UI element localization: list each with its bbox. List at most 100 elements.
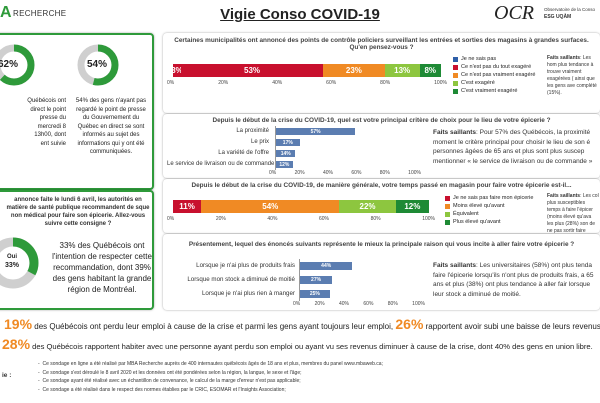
left-top-col1: Québécois ont direct le point presse du … — [6, 97, 66, 148]
donut-label-3: Oui — [7, 254, 17, 260]
legend-item: Ce n'est pas vraiment exagéré — [453, 71, 543, 79]
footer-note-text: Ce sondage s'est déroulé le 8 avril 2020… — [42, 369, 302, 376]
criteria-plot: 57% 17% 14% 12% — [275, 126, 415, 170]
mask-text: 33% des Québécois ont l'intention de res… — [52, 241, 152, 294]
brand-logo-mark: A — [0, 4, 12, 21]
legend-swatch — [453, 80, 458, 86]
bar-label: 8% — [424, 66, 437, 75]
time-bar: 11% 54% 22% 12% — [173, 200, 429, 213]
footer-label: ie : — [2, 372, 12, 379]
axis-tick: 100% — [422, 216, 435, 222]
facts-title: Faits saillants — [547, 193, 581, 199]
bar-segment-ne-sais-pas: 11% — [173, 200, 202, 213]
criteria-label: La variété de l'offre — [218, 150, 269, 156]
left-top-col2: 54% des gens n'ayant pas regardé le poin… — [75, 98, 147, 155]
bar-label: 3% — [171, 66, 183, 75]
col1-line: ent suivie — [40, 140, 66, 147]
axis-tick: 20% — [215, 216, 226, 222]
legend-item: Ce n'est pas du tout exagéré — [453, 63, 543, 71]
panel-main-reason: Présentement, lequel des énoncés suivant… — [163, 234, 600, 310]
axis-tick: 100% — [408, 170, 421, 176]
footer-note: - Ce sondage a été réalisé dans le respe… — [38, 386, 286, 393]
brand-logo-text: RECHERCHE — [13, 9, 67, 18]
col1-line: direct le point — [30, 106, 66, 113]
donut-value-2: 54% — [87, 59, 108, 70]
col1-line: presse du — [39, 115, 66, 121]
legend-label: Moins élevé qu'avant — [453, 203, 505, 209]
axis-tick: 60% — [326, 80, 337, 86]
axis-tick: 0% — [167, 216, 175, 222]
bar-label: 25% — [309, 291, 320, 297]
bar-label: 27% — [311, 277, 322, 283]
axis-tick: 0% — [269, 170, 277, 176]
axis-tick: 40% — [272, 80, 283, 86]
col1-line: 13h00, dont — [34, 132, 66, 138]
header: A RECHERCHE Vigie Conso COVID-19 OCR Obs… — [0, 0, 600, 30]
legend-label: Plus élevé qu'avant — [453, 219, 501, 225]
criteria-label: La proximité — [236, 128, 269, 134]
col1-line: Québécois ont — [27, 98, 66, 104]
bar-label: 14% — [280, 150, 291, 157]
stat-pct: 19% — [4, 316, 33, 332]
reason-label: Lorsque je n'ai plus de produits frais — [196, 262, 295, 269]
footer-notes: - Ce sondage en ligne a été réalisé par … — [38, 360, 598, 394]
footer-note: - Ce sondage s'est déroulé le 8 avril 20… — [38, 369, 302, 376]
legend-swatch — [445, 203, 450, 209]
mask-question: annonce faite le lundi 6 avril, les auto… — [6, 197, 150, 227]
legend-label: Je ne sais pas — [461, 56, 497, 62]
checkpoints-question: Certaines municipalités ont annoncé des … — [174, 37, 589, 51]
reason-bar-frais: 44% — [300, 262, 353, 270]
bar-segment-equivalent: 22% — [339, 200, 396, 213]
legend-swatch — [453, 56, 458, 62]
bar-segment-vraiment-exagere: 8% — [419, 64, 441, 77]
footer-note: - Ce sondage ayant été réalisé avec un é… — [38, 378, 301, 384]
ocr-line2: ESG UQÀM — [544, 14, 572, 20]
axis-tick: 80% — [370, 216, 381, 222]
axis-tick: 20% — [294, 170, 305, 176]
stat-line-1: 19% des Québécois ont perdu leur emploi … — [4, 316, 600, 332]
axis-tick: 60% — [363, 301, 374, 307]
legend-swatch — [445, 211, 450, 217]
stats-band: 19% des Québécois ont perdu leur emploi … — [0, 314, 600, 356]
donut-chart-1 — [0, 44, 35, 86]
legend-item: Moins élevé qu'avant — [445, 202, 541, 210]
bar-label: 17% — [282, 139, 293, 146]
reason-label: Lorsque je n'ai plus rien à manger — [201, 290, 295, 297]
bar-segment-exagere: 13% — [384, 64, 420, 77]
criteria-bar-variete: 14% — [276, 150, 296, 157]
bar-label: 54% — [262, 202, 279, 211]
bar-segment-ne-sais-pas: 3% — [171, 64, 183, 77]
left-mid-panel: annonce faite le lundi 6 avril, les auto… — [0, 190, 154, 310]
footer-note-text: Ce sondage a été réalisé dans le respect… — [42, 386, 286, 393]
axis-tick: 0% — [293, 301, 301, 307]
legend-item: C'est exagéré — [453, 79, 543, 87]
legend-label: Ce n'est pas du tout exagéré — [461, 64, 532, 70]
legend-label: C'est vraiment exagéré — [461, 88, 518, 94]
legend-item: Plus élevé qu'avant — [445, 218, 541, 226]
axis-tick: 80% — [380, 80, 391, 86]
reason-axis: 0% 20% 40% 60% 80% 100% — [293, 301, 425, 307]
bar-label: 23% — [345, 66, 362, 75]
bar-segment-plus-eleve: 12% — [395, 200, 429, 213]
panel-checkpoints: Certaines municipalités ont annoncé des … — [163, 33, 600, 113]
legend-item: Je ne sais pas faire mon épicerie — [445, 194, 541, 202]
time-legend: Je ne sais pas faire mon épicerie Moins … — [445, 194, 541, 226]
panel-time-in-store: Depuis le début de la crise du COVID-19,… — [163, 179, 600, 233]
stat-text: rapportent avoir subi une baisse de leur… — [425, 322, 600, 331]
stat-text: des Québécois ont perdu leur emploi à ca… — [34, 322, 394, 331]
ocr-line1: Observatoire de la Conso — [544, 7, 596, 12]
criteria-labels: La proximité Le prix La variété de l'off… — [167, 126, 275, 170]
bar-label: 22% — [359, 202, 376, 211]
stat-line-2: 28% des Québécois rapportent habiter ave… — [2, 336, 600, 352]
reason-label: Lorsque mon stock a diminué de moitié — [187, 276, 295, 283]
ocr-logo: OCR Observatoire de la Conso ESG UQÀM — [494, 2, 600, 30]
criteria-label: Le service de livraison ou de commande — [167, 161, 275, 167]
stat-pct: 28% — [2, 336, 31, 352]
legend-swatch — [445, 195, 450, 201]
col1-line: mercredi 8 — [37, 123, 66, 130]
bar-label: 12% — [279, 161, 290, 168]
time-axis: 0% 20% 40% 60% 80% 100% — [167, 216, 435, 222]
left-top-panel: 62% 54% Québécois ont direct le point pr… — [0, 33, 154, 190]
panel-criteria: Depuis le début de la crise du COVID-19,… — [163, 114, 600, 178]
bar-label: 53% — [244, 66, 261, 75]
